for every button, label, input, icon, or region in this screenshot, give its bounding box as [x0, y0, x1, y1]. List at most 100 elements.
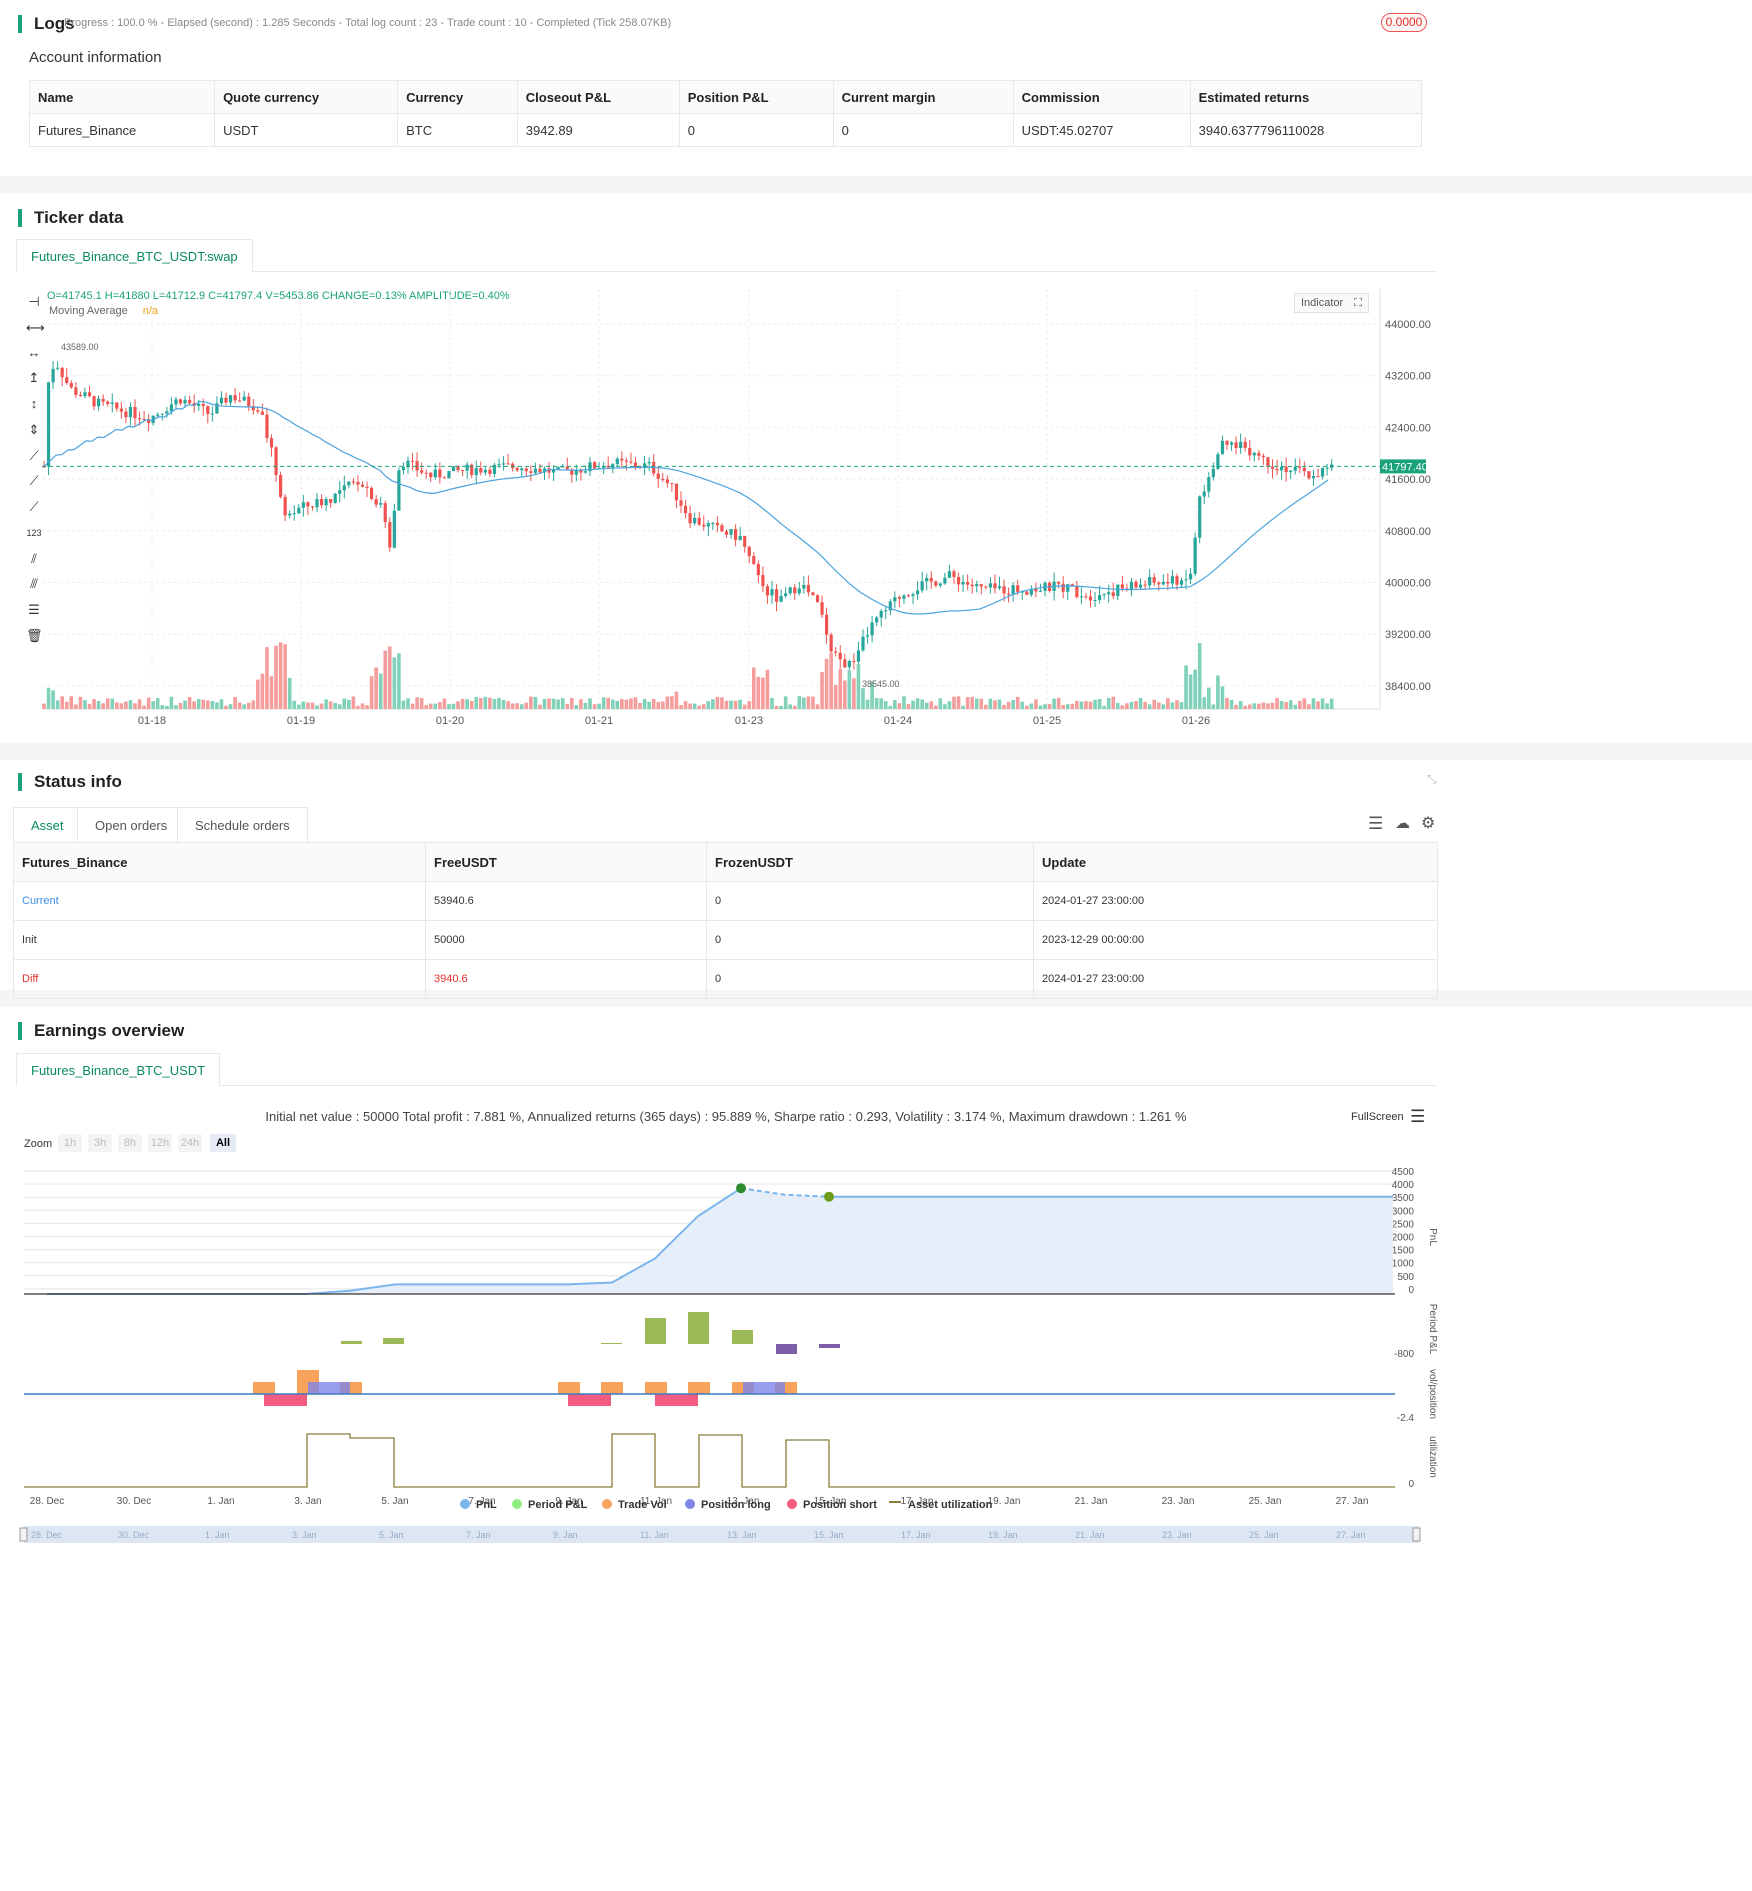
trash-icon[interactable]: 🗑 — [26, 628, 43, 643]
zoom-12h-button[interactable]: 12h — [148, 1134, 172, 1152]
volume-bar — [374, 667, 378, 709]
candle-body — [1061, 583, 1065, 592]
candle-body — [665, 479, 669, 484]
candle-body — [1116, 584, 1120, 597]
fib-levels-tool-icon[interactable]: ☰ — [28, 602, 40, 617]
navigator-tick-label: 23. Jan — [1162, 1530, 1192, 1540]
menu-icon[interactable]: ☰ — [1410, 1107, 1426, 1126]
candle-body — [702, 524, 706, 527]
row-current-label[interactable]: Current — [13, 881, 426, 921]
horizontal-segment-tool-icon[interactable]: ↔ — [27, 345, 41, 360]
cloud-download-icon[interactable]: ☁ — [1395, 815, 1410, 832]
volume-bar — [42, 703, 46, 709]
volume-bar — [883, 700, 888, 709]
volume-bar — [460, 698, 465, 709]
volume-bar — [988, 698, 993, 709]
vertical-line-tool-icon[interactable]: ⇕ — [28, 422, 40, 437]
volume-bar — [688, 703, 692, 709]
period-tick-label: -800 — [1394, 1349, 1414, 1360]
candle-body — [565, 466, 569, 470]
volume-bar — [615, 700, 620, 709]
volume-bar — [233, 696, 237, 709]
price-label-tool-icon[interactable]: 123 — [26, 528, 42, 538]
zoom-All-button[interactable]: All — [210, 1134, 236, 1152]
volume-bar — [328, 701, 333, 709]
candle-body — [501, 463, 506, 465]
candle-body — [934, 581, 938, 586]
volume-bar — [1316, 701, 1320, 709]
logs-progress: Progress : 100.0 % - Elapsed (second) : … — [64, 17, 672, 29]
candle-body — [515, 468, 519, 471]
x-tick-label: 01-24 — [884, 715, 912, 727]
x-tick-label: 11. Jan — [640, 1496, 672, 1507]
candle-body — [729, 529, 733, 535]
volume-bar — [697, 705, 701, 709]
volume-bar — [738, 699, 742, 709]
earnings-tab[interactable]: Futures_Binance_BTC_USDT — [16, 1053, 221, 1086]
gear-icon[interactable]: ⚙ — [1421, 815, 1436, 832]
volume-bar — [1097, 699, 1102, 709]
volume-bar — [956, 696, 961, 709]
expand-icon[interactable]: ⛶ — [1354, 297, 1362, 309]
parallel-channel-tool-icon[interactable]: ⫽ — [31, 551, 37, 566]
horizontal-line-tool-icon[interactable]: ⟷ — [26, 320, 45, 335]
y-tick-label: 44000.00 — [1385, 319, 1431, 331]
volume-bar — [383, 650, 388, 709]
navigator-handle-right — [1412, 1527, 1421, 1542]
zoom-1h-button[interactable]: 1h — [58, 1134, 82, 1152]
y-tick-label: 40800.00 — [1385, 526, 1431, 538]
candlestick-chart[interactable]: 44000.00 43200.00 42400.00 41600.00 40800.00… — [0, 193, 1752, 743]
tab-open-orders[interactable]: Open orders — [77, 807, 186, 843]
list-icon[interactable]: ☰ — [1368, 814, 1384, 833]
zoom-3h-button[interactable]: 3h — [88, 1134, 112, 1152]
earnings-chart[interactable]: 4500 4000 3500 3000 2500 2000 1500 1000 500 0 PnL -… — [0, 1007, 1752, 1891]
trend-line-tool-icon[interactable]: ⟋ — [29, 448, 39, 463]
candle-body — [447, 471, 451, 479]
tab-schedule-orders[interactable]: Schedule orders — [177, 807, 308, 843]
volume-bar — [902, 696, 906, 709]
volume-bar — [1020, 701, 1025, 709]
ticker-tab[interactable]: Futures_Binance_BTC_USDT:swap — [16, 239, 253, 272]
ray-line-tool-icon[interactable]: ⟋ — [29, 473, 39, 488]
collapse-icon[interactable]: ⤡ — [1427, 772, 1437, 786]
volume-bar — [260, 673, 265, 709]
horizontal-ray-tool-icon[interactable]: ⊣ — [28, 294, 40, 309]
candle-body — [101, 398, 105, 402]
candle-body — [1229, 442, 1234, 445]
candle-body — [1298, 466, 1302, 468]
navigator-tick-label: 17. Jan — [901, 1530, 931, 1540]
volume-bar — [820, 671, 824, 709]
volume-bar — [115, 702, 119, 709]
zoom-8h-button[interactable]: 8h — [118, 1134, 142, 1152]
navigator-tick-label: 19. Jan — [988, 1530, 1018, 1540]
tab-asset[interactable]: Asset — [13, 807, 82, 843]
volume-bar — [515, 703, 519, 709]
vertical-segment-tool-icon[interactable]: ↕ — [30, 396, 38, 411]
fib-tool-icon[interactable]: ⫻ — [30, 576, 38, 591]
fullscreen-button[interactable]: FullScreen — [1351, 1111, 1404, 1123]
volume-bar — [228, 704, 233, 709]
candle-body — [474, 468, 478, 475]
volume-bar — [419, 698, 424, 709]
volume-bar — [542, 698, 547, 709]
x-tick-label: 01-26 — [1182, 715, 1210, 727]
indicator-button[interactable]: Indicator ⛶ — [1294, 293, 1369, 313]
candle-body — [674, 483, 679, 501]
candle-body — [356, 481, 360, 485]
x-tick-label: 01-18 — [138, 715, 166, 727]
volume-bar — [215, 702, 219, 709]
candle-body — [984, 586, 988, 588]
volume-bar — [979, 698, 984, 709]
row-init-label: Init — [13, 920, 426, 960]
segment-tool-icon[interactable]: ⟋ — [29, 499, 39, 514]
candle-body — [847, 661, 851, 668]
zoom-24h-button[interactable]: 24h — [178, 1134, 202, 1152]
volume-bar — [187, 697, 192, 709]
vertical-ray-tool-icon[interactable]: ↥ — [28, 370, 40, 385]
candle-body — [438, 469, 442, 478]
candle-body — [1266, 457, 1270, 467]
volume-bar — [1275, 698, 1279, 709]
account-title: Account information — [29, 49, 162, 66]
candle-body — [511, 463, 515, 469]
candle-body — [228, 395, 233, 403]
